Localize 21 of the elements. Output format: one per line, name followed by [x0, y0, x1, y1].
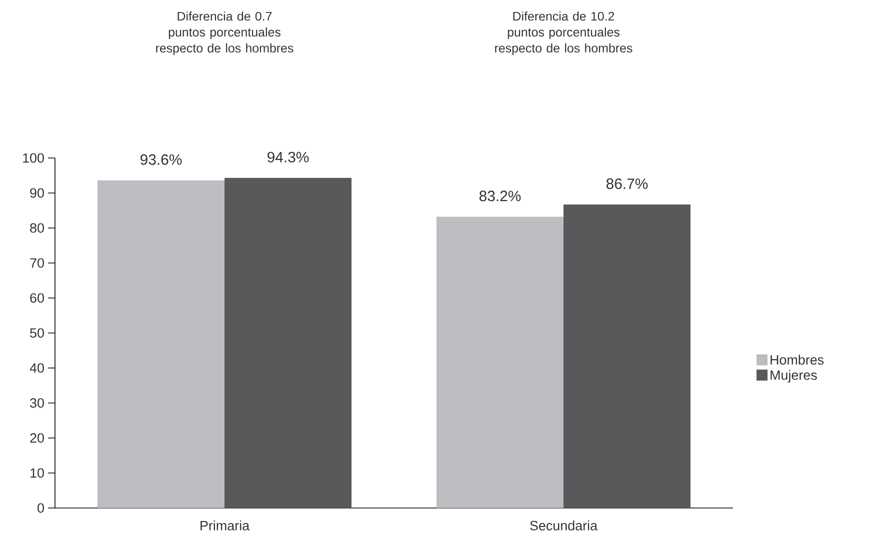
legend-label: Hombres	[770, 354, 824, 365]
y-tick-label: 50	[30, 328, 44, 338]
y-tick-label: 30	[30, 398, 44, 408]
y-tick-label: 80	[30, 223, 44, 233]
y-tick-label: 90	[30, 188, 44, 198]
data-label: 86.7%	[606, 178, 648, 190]
y-tick-label: 40	[30, 363, 44, 373]
y-tick-label: 100	[23, 153, 44, 163]
text: Diferencia de 10.2 puntos porcentuales respecto de los hombres	[495, 11, 632, 55]
y-tick-label: 60	[30, 293, 44, 303]
data-label: 94.3%	[268, 152, 309, 162]
y-tick-label: 0	[38, 503, 44, 513]
x-tick-label: Secundaria	[530, 520, 598, 530]
data-label: 83.2%	[479, 190, 521, 202]
x-tick-label: Primaria	[200, 520, 250, 530]
y-tick-label: 70	[30, 258, 44, 268]
y-tick-label: 20	[30, 433, 44, 443]
y-tick-label: 10	[30, 468, 44, 478]
text: Diferencia de 0.7 puntos porcentuales respecto de los hombres	[156, 11, 294, 55]
legend-label: Mujeres	[770, 370, 817, 383]
data-label: 93.6%	[140, 154, 182, 165]
